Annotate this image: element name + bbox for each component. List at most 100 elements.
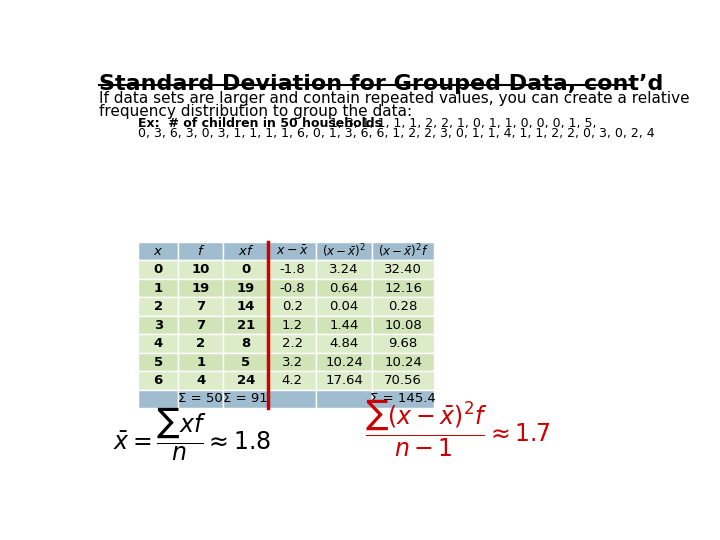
Text: 0.04: 0.04 [330,300,359,313]
Bar [138,353,179,372]
Bar [269,242,316,260]
Bar [316,298,372,316]
Text: 3.2: 3.2 [282,355,303,368]
Text: 2: 2 [197,337,205,350]
Text: $(x - \bar{x})^2$: $(x - \bar{x})^2$ [322,242,366,260]
Text: 10.08: 10.08 [384,319,422,332]
Bar [372,353,434,372]
Bar [138,316,179,334]
Bar [223,279,269,298]
Text: 7: 7 [197,319,205,332]
Text: 2: 2 [153,300,163,313]
Bar [223,316,269,334]
Text: 4.2: 4.2 [282,374,303,387]
Bar [138,242,179,260]
Text: 0.28: 0.28 [388,300,418,313]
Bar [138,390,179,408]
Bar [179,334,223,353]
Bar [269,260,316,279]
Text: Σ = 145.4: Σ = 145.4 [370,393,436,406]
Text: $\dfrac{\sum (x - \bar{x})^2 f}{n - 1} \approx 1.7$: $\dfrac{\sum (x - \bar{x})^2 f}{n - 1} \… [365,397,550,459]
Text: 10.24: 10.24 [384,355,422,368]
Text: 10.24: 10.24 [325,355,363,368]
Bar [269,279,316,298]
Text: $(x - \bar{x})^2 f$: $(x - \bar{x})^2 f$ [378,242,428,260]
Bar [269,334,316,353]
Text: 2.2: 2.2 [282,337,303,350]
Bar [372,260,434,279]
Text: 24: 24 [237,374,255,387]
Bar [372,372,434,390]
Text: If data sets are larger and contain repeated values, you can create a relative: If data sets are larger and contain repe… [99,91,690,106]
Bar [138,372,179,390]
Bar [316,260,372,279]
Bar [316,316,372,334]
Bar [179,353,223,372]
Text: $x$: $x$ [153,245,163,258]
Bar [179,316,223,334]
Bar [223,298,269,316]
Bar [179,298,223,316]
Text: 0.2: 0.2 [282,300,303,313]
Bar [179,260,223,279]
Text: -0.8: -0.8 [279,281,305,295]
Text: Ex:  # of children in 50 households: Ex: # of children in 50 households [138,117,382,130]
Bar [179,390,223,408]
Text: Σ = 50: Σ = 50 [179,393,223,406]
Text: 1.2: 1.2 [282,319,303,332]
Text: 6: 6 [153,374,163,387]
Text: 7: 7 [197,300,205,313]
Text: 70.56: 70.56 [384,374,422,387]
Text: 21: 21 [237,319,255,332]
Bar [316,390,372,408]
Text: 5: 5 [241,355,251,368]
Text: 0.64: 0.64 [330,281,359,295]
Text: 5: 5 [153,355,163,368]
Text: 8: 8 [241,337,251,350]
Bar [223,353,269,372]
Text: $f$: $f$ [197,244,205,258]
Text: $x - \bar{x}$: $x - \bar{x}$ [276,245,309,258]
Bar [138,279,179,298]
Text: 0: 0 [153,263,163,276]
Bar [138,334,179,353]
Bar [223,390,269,408]
Text: 32.40: 32.40 [384,263,422,276]
Bar [269,316,316,334]
Bar [372,334,434,353]
Text: Standard Deviation for Grouped Data, cont’d: Standard Deviation for Grouped Data, con… [99,74,664,94]
Bar [316,353,372,372]
Text: 19: 19 [192,281,210,295]
Text: 0, 3, 6, 3, 0, 3, 1, 1, 1, 1, 6, 0, 1, 3, 6, 6, 1, 2, 2, 3, 0, 1, 1, 4, 1, 1, 2,: 0, 3, 6, 3, 0, 3, 1, 1, 1, 1, 6, 0, 1, 3… [138,127,654,140]
Bar [179,279,223,298]
Text: 10: 10 [192,263,210,276]
Text: 1, 3, 1, 1, 1, 1, 2, 2, 1, 0, 1, 1, 0, 0, 0, 1, 5,: 1, 3, 1, 1, 1, 1, 2, 2, 1, 0, 1, 1, 0, 0… [330,117,597,130]
Bar [223,372,269,390]
Bar [179,372,223,390]
Text: 4: 4 [153,337,163,350]
Bar [372,242,434,260]
Text: 12.16: 12.16 [384,281,422,295]
Bar [269,390,316,408]
Bar [316,372,372,390]
Bar [372,279,434,298]
Bar [316,279,372,298]
Bar [372,298,434,316]
Text: 4.84: 4.84 [330,337,359,350]
Text: 1: 1 [153,281,163,295]
Text: Σ = 91: Σ = 91 [223,393,268,406]
Bar [269,298,316,316]
Bar [138,298,179,316]
Text: 1: 1 [197,355,205,368]
Text: 4: 4 [196,374,205,387]
Text: 3: 3 [153,319,163,332]
Text: 0: 0 [241,263,251,276]
Text: 19: 19 [237,281,255,295]
Bar [316,242,372,260]
Bar [223,334,269,353]
Text: $xf$: $xf$ [238,244,254,258]
Text: frequency distribution to group the data:: frequency distribution to group the data… [99,104,413,119]
Text: 1.44: 1.44 [330,319,359,332]
Bar [372,390,434,408]
Bar [223,242,269,260]
